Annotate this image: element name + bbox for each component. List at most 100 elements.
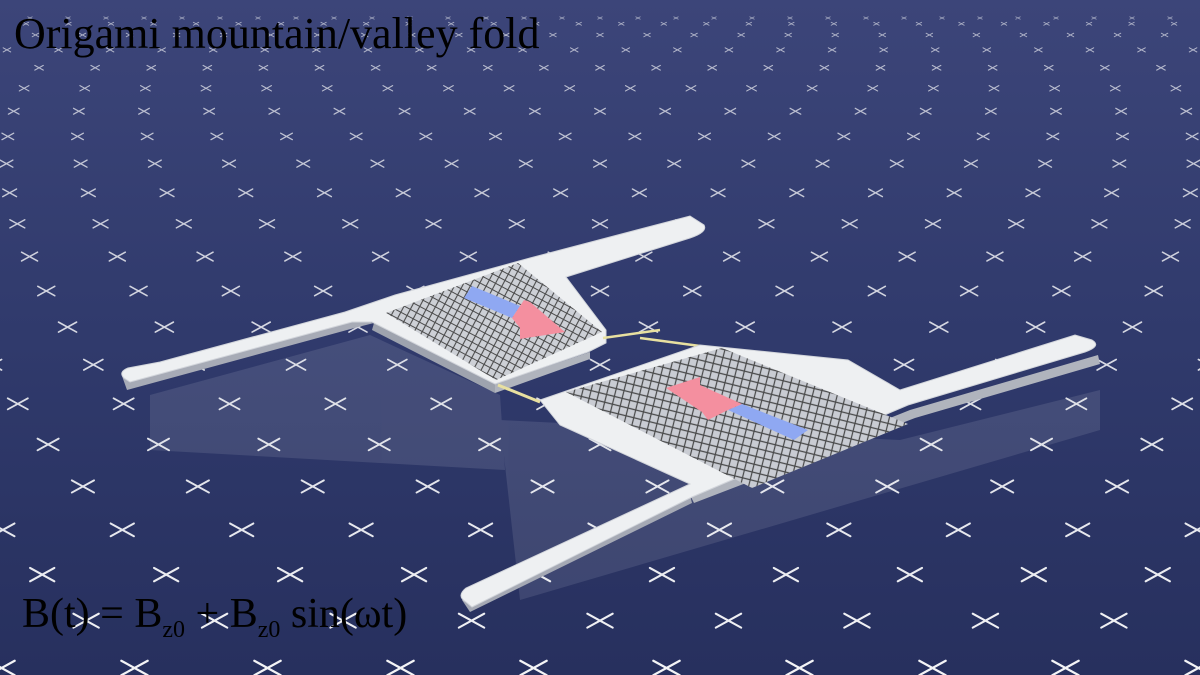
cross-marker-icon	[185, 479, 210, 494]
cross-marker-icon	[159, 188, 175, 198]
cross-marker-icon	[788, 21, 795, 26]
cross-marker-icon	[722, 251, 741, 262]
cross-marker-icon	[659, 107, 672, 115]
cross-marker-icon	[73, 159, 88, 168]
cross-marker-icon	[1043, 64, 1054, 71]
cross-marker-icon	[635, 16, 641, 20]
cross-marker-icon	[553, 188, 569, 198]
cross-marker-icon	[361, 32, 369, 38]
cross-marker-icon	[276, 566, 304, 583]
cross-marker-icon	[972, 32, 981, 38]
cross-marker-icon	[594, 107, 606, 115]
cross-marker-icon	[1137, 47, 1146, 53]
cross-marker-icon	[863, 16, 869, 20]
left-mesh-pattern	[386, 263, 602, 380]
cross-marker-icon	[1015, 16, 1021, 20]
cross-marker-icon	[931, 64, 942, 71]
cross-marker-icon	[901, 16, 907, 20]
cross-marker-icon	[1030, 437, 1054, 452]
cross-marker-icon	[179, 16, 185, 20]
cross-marker-icon	[150, 21, 157, 26]
cross-marker-icon	[1046, 132, 1060, 141]
cross-marker-icon	[919, 437, 943, 452]
cross-marker-icon	[467, 522, 494, 538]
cross-marker-icon	[735, 321, 756, 333]
cross-marker-icon	[819, 64, 830, 71]
cross-marker-icon	[103, 16, 109, 20]
equation-lhs: B(t) = B	[22, 591, 163, 637]
cross-marker-icon	[192, 21, 200, 26]
cross-marker-icon	[80, 188, 96, 198]
cross-marker-icon	[300, 479, 325, 494]
cross-marker-icon	[918, 659, 947, 675]
cross-marker-icon	[1049, 85, 1061, 92]
cross-marker-icon	[478, 437, 502, 452]
cross-marker-icon	[837, 132, 851, 141]
cross-marker-icon	[200, 612, 229, 629]
cross-marker-icon	[558, 132, 572, 141]
cross-marker-icon	[255, 16, 261, 20]
cross-marker-icon	[419, 132, 433, 141]
cross-marker-icon	[673, 47, 682, 53]
cross-marker-icon	[879, 47, 888, 53]
cross-marker-icon	[1050, 107, 1062, 115]
cross-marker-icon	[1073, 251, 1092, 262]
cross-marker-icon	[1144, 566, 1171, 583]
cross-marker-icon	[138, 107, 150, 115]
cross-marker-icon	[915, 21, 923, 26]
cross-marker-icon	[652, 659, 681, 675]
video-title: Origami mountain/valley fold	[14, 9, 540, 58]
left-structure-edge	[122, 318, 374, 390]
cross-marker-icon	[772, 566, 800, 583]
cross-marker-icon	[825, 16, 831, 20]
right-mesh-pattern	[566, 348, 908, 488]
equation-subscript-1: z0	[162, 617, 186, 643]
cross-marker-icon	[9, 218, 26, 229]
cross-marker-icon	[631, 188, 647, 198]
cross-marker-icon	[348, 522, 374, 538]
cross-marker-icon	[175, 218, 192, 229]
cross-marker-icon	[867, 188, 884, 198]
cross-marker-icon	[595, 64, 605, 71]
cross-marker-icon	[564, 85, 576, 92]
cross-marker-icon	[408, 32, 416, 38]
cross-marker-icon	[667, 159, 682, 168]
cross-marker-icon	[590, 285, 610, 297]
cross-marker-icon	[528, 107, 541, 115]
cross-marker-icon	[2, 47, 12, 53]
cross-marker-icon	[784, 32, 792, 38]
cross-marker-icon	[386, 659, 415, 675]
cross-marker-icon	[724, 47, 734, 53]
cross-marker-icon	[685, 85, 697, 92]
cross-marker-icon	[1188, 47, 1198, 53]
cross-marker-icon	[218, 397, 241, 411]
equation-subscript-2: z0	[257, 617, 281, 643]
cross-marker-icon	[737, 32, 745, 38]
cross-marker-icon	[873, 21, 880, 26]
cross-marker-icon	[257, 437, 281, 452]
cross-marker-icon	[530, 479, 555, 494]
cross-marker-icon	[279, 132, 294, 141]
cross-marker-icon	[1043, 21, 1050, 26]
cross-marker-icon	[331, 16, 337, 20]
cross-marker-icon	[1140, 437, 1164, 452]
cross-marker-icon	[1096, 358, 1118, 371]
cross-marker-icon	[1167, 16, 1173, 20]
cross-marker-icon	[490, 21, 497, 26]
cross-marker-icon	[172, 32, 181, 38]
cross-marker-icon	[832, 321, 852, 333]
cross-marker-icon	[1174, 218, 1191, 229]
cross-marker-icon	[367, 437, 391, 452]
cross-marker-icon	[592, 159, 608, 168]
cross-marker-icon	[253, 659, 282, 675]
cross-marker-icon	[29, 566, 56, 583]
cross-marker-icon	[977, 16, 983, 20]
cross-marker-icon	[569, 47, 579, 53]
floor-markers	[0, 16, 1200, 675]
cross-marker-icon	[1182, 188, 1198, 198]
cross-marker-icon	[1180, 107, 1193, 115]
cross-marker-icon	[1051, 659, 1080, 675]
cross-marker-icon	[6, 397, 29, 411]
cross-marker-icon	[398, 107, 411, 115]
